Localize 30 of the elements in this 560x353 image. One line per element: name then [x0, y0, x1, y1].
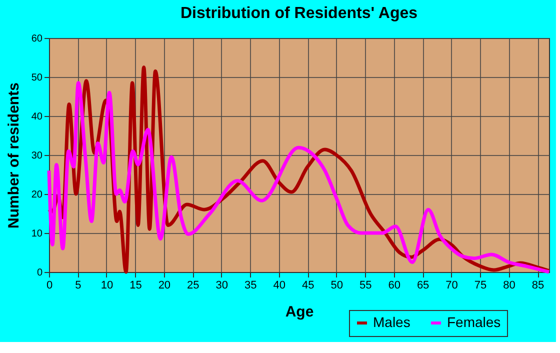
- chart-title: Distribution of Residents' Ages: [180, 5, 418, 22]
- x-tick-label: 35: [244, 280, 257, 292]
- x-tick-label: 5: [75, 280, 82, 292]
- x-tick-label: 75: [474, 280, 487, 292]
- x-tick-label: 85: [532, 280, 544, 292]
- y-tick-label: 40: [31, 112, 43, 122]
- y-axis-title: Number of residents: [5, 82, 22, 228]
- x-tick-label: 40: [273, 280, 286, 292]
- x-tick-label: 0: [46, 280, 53, 292]
- legend-label: Females: [447, 314, 501, 330]
- x-tick-label: 80: [503, 280, 516, 292]
- y-tick-label: 0: [36, 268, 43, 278]
- x-tick-label: 45: [302, 280, 314, 292]
- y-tick-label: 30: [31, 150, 43, 162]
- x-tick-label: 55: [359, 280, 372, 292]
- legend-label: Males: [373, 314, 410, 330]
- y-tick-label: 10: [31, 228, 43, 240]
- x-axis-title: Age: [285, 304, 314, 320]
- x-tick-label: 15: [130, 280, 142, 292]
- x-tick-label: 20: [158, 280, 171, 292]
- x-tick-label: 25: [187, 280, 200, 292]
- y-tick-label: 60: [31, 34, 43, 44]
- x-tick-label: 60: [388, 280, 400, 292]
- y-tick-label: 50: [31, 72, 43, 84]
- x-tick-label: 50: [330, 280, 343, 292]
- y-tick-label: 20: [31, 190, 43, 200]
- x-tick-label: 10: [100, 280, 114, 292]
- x-tick-label: 30: [216, 280, 228, 292]
- x-tick-label: 65: [416, 280, 430, 292]
- x-tick-label: 70: [446, 280, 458, 292]
